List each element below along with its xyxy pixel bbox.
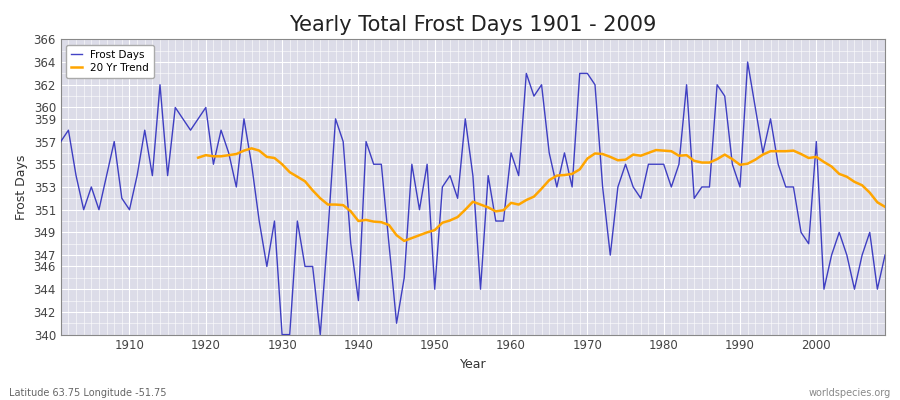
Frost Days [56,139,67,144]
Title: Yearly Total Frost Days 1901 - 2009: Yearly Total Frost Days 1901 - 2009 [289,15,657,35]
Y-axis label: Frost Days: Frost Days [15,154,28,220]
Legend: Frost Days, 20 Yr Trend: Frost Days, 20 Yr Trend [66,44,154,78]
20 Yr Trend [284,170,295,174]
20 Yr Trend [788,148,799,153]
20 Yr Trend [399,238,410,243]
20 Yr Trend [376,220,387,224]
Frost Days [742,60,753,64]
Line: Frost Days: Frost Days [61,62,885,334]
20 Yr Trend [872,200,883,205]
X-axis label: Year: Year [460,358,486,371]
Frost Days [879,253,890,258]
Text: worldspecies.org: worldspecies.org [809,388,891,398]
20 Yr Trend [193,155,203,160]
Frost Days [513,173,524,178]
Text: Latitude 63.75 Longitude -51.75: Latitude 63.75 Longitude -51.75 [9,388,166,398]
Frost Days [116,196,127,201]
Frost Days [338,139,348,144]
20 Yr Trend [605,154,616,159]
20 Yr Trend [879,204,890,209]
Frost Days [506,150,517,155]
Line: 20 Yr Trend: 20 Yr Trend [198,148,885,241]
20 Yr Trend [361,218,372,222]
Frost Days [292,219,302,224]
20 Yr Trend [247,146,257,151]
Frost Days [276,332,287,337]
Frost Days [605,253,616,258]
